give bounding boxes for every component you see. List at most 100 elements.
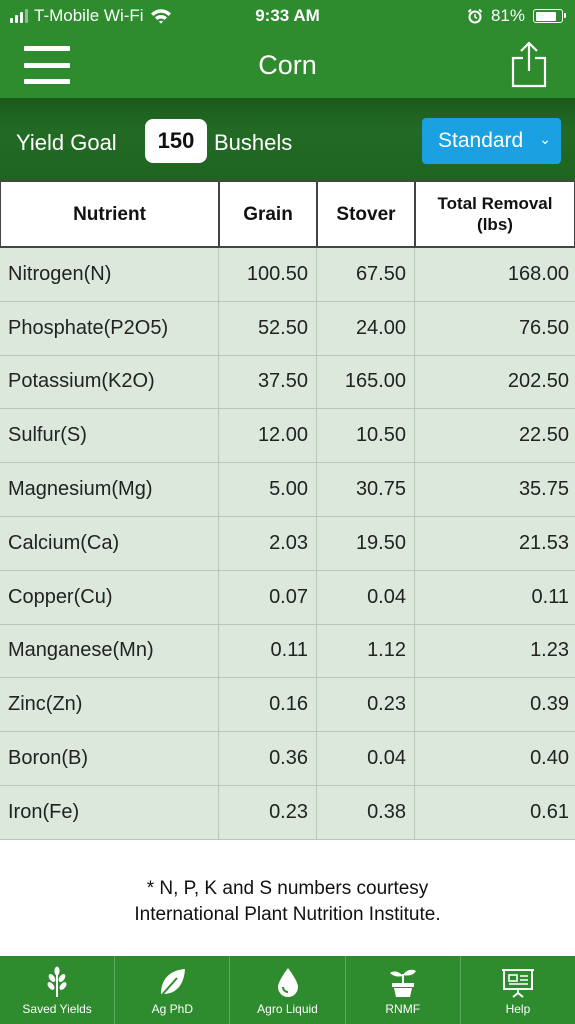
nav-bar: Corn <box>0 32 575 98</box>
total-removal-cell: 21.53 <box>518 531 569 554</box>
total-removal-cell: 168.00 <box>507 262 569 285</box>
yield-goal-label: Yield Goal <box>16 130 117 155</box>
nutrient-cell: Manganese(Mn) <box>0 624 219 678</box>
grain-cell: 37.50 <box>219 355 317 409</box>
battery-icon <box>533 9 566 23</box>
hamburger-icon[interactable] <box>24 46 70 84</box>
grain-cell: 0.36 <box>219 732 317 785</box>
total-removal-cell: 0.11 <box>531 585 569 608</box>
header-total-removal: Total Removal (lbs) <box>415 182 575 246</box>
nutrient-table: Nutrient Grain Stover Total Removal (lbs… <box>0 180 575 840</box>
nutrient-cell: Calcium(Ca) <box>0 516 219 570</box>
tab-label: Ag PhD <box>151 1002 193 1016</box>
yield-goal-bar: Yield Goal Bushels Standard ⌄ <box>0 98 575 180</box>
nutrient-cell: Zinc(Zn) <box>0 678 219 732</box>
bushels-label: Bushels <box>214 130 293 155</box>
table-row: Boron(B) 0.36 0.04 0.40 <box>0 732 575 786</box>
grain-cell: 0.07 <box>219 570 317 624</box>
droplet-icon <box>277 968 298 997</box>
status-left: T-Mobile Wi-Fi <box>10 6 172 26</box>
header-nutrient: Nutrient <box>0 182 219 246</box>
tab-saved-yields[interactable]: Saved Yields <box>0 956 116 1024</box>
table-body: Nitrogen(N) 100.50 67.50 168.00 Phosphate(P2… <box>0 248 575 840</box>
nutrient-cell: Nitrogen(N) <box>0 248 219 301</box>
table-row: Copper(Cu) 0.07 0.04 0.11 <box>0 570 575 625</box>
plant-pot-icon <box>389 969 416 997</box>
tab-label: Help <box>505 1002 531 1016</box>
grain-cell: 0.11 <box>219 624 317 678</box>
tab-bar: Saved Yields Ag PhD Agro Liquid RNMF <box>0 956 575 1024</box>
tab-label: RNMF <box>385 1002 421 1016</box>
standard-dropdown-value: Standard <box>438 129 524 152</box>
total-removal-cell: 0.61 <box>530 800 569 823</box>
grain-cell: 2.03 <box>219 516 317 570</box>
footnote-line-1: * N, P, K and S numbers courtesy <box>146 878 429 899</box>
grain-cell: 0.16 <box>219 678 317 732</box>
footnote-line-2: International Plant Nutrition Institute. <box>134 904 441 925</box>
stover-cell: 67.50 <box>317 248 415 301</box>
table-row: Manganese(Mn) 0.11 1.12 1.23 <box>0 624 575 679</box>
chevron-down-icon: ⌄ <box>539 131 551 147</box>
table-row: Phosphate(P2O5) 52.50 24.00 76.50 <box>0 301 575 356</box>
table-row: Iron(Fe) 0.23 0.38 0.61 <box>0 785 575 840</box>
nutrient-cell: Magnesium(Mg) <box>0 463 219 516</box>
share-icon[interactable] <box>509 40 549 88</box>
tab-help[interactable]: Help <box>461 956 575 1024</box>
wifi-icon <box>150 9 171 24</box>
grain-cell: 52.50 <box>219 301 317 355</box>
nutrient-cell: Copper(Cu) <box>0 570 219 624</box>
stover-cell: 0.04 <box>317 732 415 785</box>
table-header: Nutrient Grain Stover Total Removal (lbs… <box>0 180 575 248</box>
battery-percent: 81% <box>490 6 525 25</box>
status-bar: T-Mobile Wi-Fi 9:33 AM 81% <box>0 0 575 32</box>
nutrient-cell: Boron(B) <box>0 732 219 785</box>
table-row: Zinc(Zn) 0.16 0.23 0.39 <box>0 678 575 733</box>
stover-cell: 19.50 <box>317 516 415 570</box>
table-row: Sulfur(S) 12.00 10.50 22.50 <box>0 409 575 464</box>
battery-fill <box>535 11 556 21</box>
page-title: Corn <box>258 50 317 80</box>
standard-dropdown[interactable]: Standard ⌄ <box>422 118 561 164</box>
total-removal-cell: 76.50 <box>518 316 569 339</box>
total-removal-cell: 35.75 <box>518 478 569 501</box>
tab-label: Saved Yields <box>22 1002 92 1016</box>
total-removal-cell: 1.23 <box>530 639 569 662</box>
stover-cell: 10.50 <box>317 409 415 463</box>
status-time: 9:33 AM <box>255 6 320 25</box>
table-row: Nitrogen(N) 100.50 67.50 168.00 <box>0 248 575 302</box>
stover-cell: 1.12 <box>317 624 415 678</box>
total-removal-cell: 202.50 <box>507 370 569 393</box>
grain-cell: 12.00 <box>219 409 317 463</box>
tab-label: Agro Liquid <box>257 1002 318 1016</box>
stover-cell: 30.75 <box>317 463 415 516</box>
wheat-icon <box>47 966 67 997</box>
table-row: Potassium(K2O) 37.50 165.00 202.50 <box>0 355 575 410</box>
yield-goal-input[interactable] <box>145 119 207 163</box>
grain-cell: 5.00 <box>219 463 317 516</box>
stover-cell: 165.00 <box>317 355 415 409</box>
nutrient-cell: Phosphate(P2O5) <box>0 301 219 355</box>
total-removal-cell: 0.40 <box>530 747 569 770</box>
table-row: Calcium(Ca) 2.03 19.50 21.53 <box>0 516 575 571</box>
leaf-icon <box>160 969 186 997</box>
stover-cell: 0.23 <box>317 678 415 732</box>
total-removal-cell: 0.39 <box>530 693 569 716</box>
nutrient-cell: Iron(Fe) <box>0 785 219 839</box>
stover-cell: 0.04 <box>317 570 415 624</box>
footnote: * N, P, K and S numbers courtesy Interna… <box>0 876 575 928</box>
alarm-clock-icon <box>467 8 483 24</box>
grain-cell: 0.23 <box>219 785 317 839</box>
nutrient-cell: Sulfur(S) <box>0 409 219 463</box>
tab-agro-liquid[interactable]: Agro Liquid <box>230 956 346 1024</box>
presentation-board-icon <box>501 969 534 998</box>
carrier-name: T-Mobile Wi-Fi <box>34 6 144 25</box>
tab-rnmf[interactable]: RNMF <box>346 956 461 1024</box>
stover-cell: 24.00 <box>317 301 415 355</box>
table-row: Magnesium(Mg) 5.00 30.75 35.75 <box>0 463 575 517</box>
tab-ag-phd[interactable]: Ag PhD <box>115 956 231 1024</box>
total-removal-cell: 22.50 <box>518 424 569 447</box>
stover-cell: 0.38 <box>317 785 415 839</box>
cellular-signal-icon <box>10 9 28 23</box>
status-right: 81% <box>467 6 566 26</box>
nutrient-cell: Potassium(K2O) <box>0 355 219 409</box>
